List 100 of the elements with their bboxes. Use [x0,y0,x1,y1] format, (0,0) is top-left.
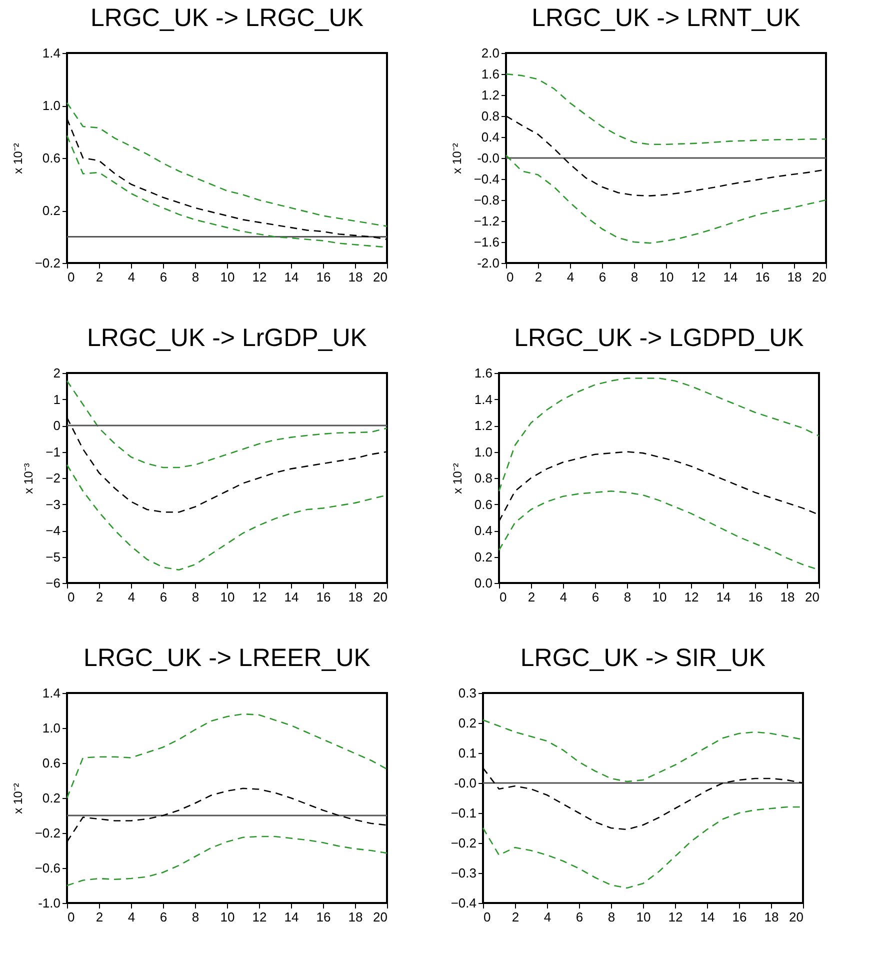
x-tick-label: 8 [192,910,200,924]
x-tick-label: 4 [566,270,574,284]
x-tick-label: 14 [716,590,731,604]
x-tick-label: 8 [608,910,616,924]
x-tick-label: 2 [528,590,536,604]
y-axis-title: x 10⁻² [10,143,25,174]
x-tick-label: 12 [668,910,683,924]
x-tick-label: 0 [68,910,75,924]
y-tick-label: −5 [46,549,60,564]
x-tick-label: 16 [316,270,331,284]
x-tick-label: 2 [96,590,104,604]
x-tick-label: 14 [723,270,738,284]
y-tick-label: −0.6 [34,860,60,876]
chart-title: LRGC_UK -> LREER_UK [84,644,371,672]
x-tick-label: 0 [506,270,514,284]
x-tick-label: 2 [96,910,104,924]
y-tick-label: 1.6 [474,366,492,380]
x-tick-label: 4 [128,270,136,284]
x-tick-label: 12 [691,270,706,284]
x-tick-label: 18 [787,270,802,284]
x-tick-label: 14 [284,270,299,284]
x-tick-label: 12 [252,590,267,604]
x-tick-label: 12 [684,590,699,604]
x-tick-label: 4 [128,590,136,604]
chart-title: LRGC_UK -> LRNT_UK [532,4,801,32]
y-tick-label: −0.2 [34,826,60,840]
y-tick-label: 1.4 [42,686,60,700]
y-tick-label: 0.6 [42,756,60,770]
x-tick-label: 0 [68,270,75,284]
x-tick-label: 20 [789,910,804,924]
x-tick-label: 16 [748,590,763,604]
y-tick-label: 0.3 [458,686,476,700]
x-tick-label: 6 [592,590,600,604]
x-tick-label: 14 [284,590,299,604]
x-tick-label: 6 [160,590,168,604]
y-tick-label: 2 [53,366,60,380]
x-tick-label: 2 [534,270,542,284]
x-tick-label: 10 [659,270,674,284]
x-tick-label: 10 [636,910,651,924]
y-tick-label: 1.2 [481,88,500,102]
x-tick-label: 18 [764,910,779,924]
y-tick-label: −0.4 [450,896,476,910]
y-axis-title: x 10⁻³ [22,463,36,494]
x-tick-label: 20 [373,910,388,924]
y-tick-label: −4 [46,523,60,538]
x-tick-label: 16 [316,910,331,924]
y-tick-label: 0.2 [42,790,60,806]
x-tick-label: 6 [160,910,168,924]
x-tick-label: 14 [700,910,715,924]
x-tick-label: 8 [192,270,200,284]
line-series [66,380,388,468]
y-axis-title: x 10⁻² [450,463,464,494]
y-tick-label: −3 [46,496,60,512]
y-tick-label: 0.2 [42,203,60,218]
x-tick-label: 20 [812,270,826,284]
x-tick-label: 16 [316,590,331,604]
y-tick-label: −0.8 [474,192,500,208]
y-tick-label: 0.4 [481,130,500,144]
y-tick-label: 1.6 [481,66,500,82]
y-tick-label: -0.0 [454,776,476,790]
x-tick-label: 18 [348,590,363,604]
y-tick-label: 1 [53,392,60,407]
y-tick-label: 1.0 [42,720,60,736]
x-tick-label: 10 [652,590,667,604]
y-tick-label: −1 [46,444,60,460]
x-tick-label: 8 [630,270,638,284]
chart-title: LRGC_UK -> LrGDP_UK [87,324,368,352]
line-series [505,154,827,244]
y-tick-label: 0.2 [474,549,492,564]
x-tick-label: 18 [348,910,363,924]
y-tick-label: 0.4 [474,523,492,538]
y-tick-label: -1.0 [38,896,60,910]
y-tick-label: −1.2 [474,214,500,228]
x-tick-label: 10 [220,590,235,604]
x-tick-label: 4 [128,910,136,924]
line-series [66,836,388,886]
y-tick-label: 0 [53,418,60,433]
y-tick-label: -2.0 [477,256,500,270]
x-tick-label: 20 [805,590,820,604]
chart-title: LRGC_UK -> SIR_UK [520,644,766,672]
x-tick-label: 16 [732,910,747,924]
x-tick-label: 10 [220,910,235,924]
y-tick-label: 0.8 [481,108,500,124]
x-tick-label: 12 [252,910,267,924]
x-tick-label: 4 [560,590,568,604]
x-tick-label: 12 [252,270,267,284]
y-tick-label: −0.4 [474,172,500,186]
x-tick-label: 18 [780,590,795,604]
x-tick-label: 4 [544,910,552,924]
y-tick-label: 1.0 [42,98,60,113]
x-tick-label: 20 [373,590,388,604]
y-tick-label: 1.2 [474,418,492,433]
y-tick-label: −1.6 [474,234,500,250]
y-tick-label: −6 [46,576,60,590]
y-axis-title: x 10⁻² [10,783,25,814]
x-tick-label: 0 [68,590,75,604]
y-tick-label: −0.3 [450,866,476,880]
y-tick-label: 1.4 [42,46,60,60]
x-tick-label: 10 [220,270,235,284]
x-tick-label: 6 [576,910,584,924]
